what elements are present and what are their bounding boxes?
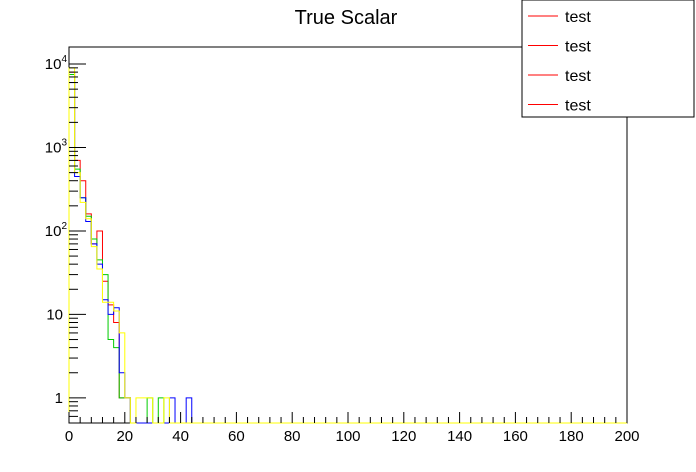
histogram-series-1 — [68, 71, 131, 423]
x-tick-label: 120 — [391, 428, 416, 445]
legend-label: test — [565, 68, 591, 85]
histogram-series-3 — [68, 82, 193, 424]
series-layer — [68, 67, 627, 424]
legend-label: test — [565, 9, 591, 26]
y-tick-label: 1 — [55, 390, 63, 407]
y-tick-label: 103 — [45, 137, 68, 156]
legend: test test test test — [521, 0, 695, 118]
histogram-series-4 — [68, 67, 627, 424]
chart-title: True Scalar — [295, 7, 398, 29]
x-tick-label: 200 — [614, 428, 639, 445]
y-axis: 1 10 102 103 104 — [45, 54, 86, 424]
x-tick-label: 60 — [228, 428, 245, 445]
x-tick-label: 20 — [116, 428, 133, 445]
x-tick-label: 160 — [503, 428, 528, 445]
x-tick-label: 100 — [335, 428, 360, 445]
x-axis: 0 20 40 60 80 100 120 140 160 180 200 — [65, 412, 640, 445]
legend-box — [521, 0, 695, 118]
histogram-series-2 — [68, 73, 165, 424]
x-tick-label: 180 — [559, 428, 584, 445]
x-tick-label: 0 — [65, 428, 73, 445]
x-tick-label: 80 — [284, 428, 301, 445]
x-tick-label: 140 — [447, 428, 472, 445]
legend-label: test — [565, 98, 591, 115]
y-tick-label: 104 — [45, 54, 68, 73]
y-tick-label: 102 — [45, 221, 68, 240]
y-tick-label: 10 — [46, 306, 63, 323]
x-tick-label: 40 — [172, 428, 189, 445]
legend-label: test — [565, 39, 591, 56]
